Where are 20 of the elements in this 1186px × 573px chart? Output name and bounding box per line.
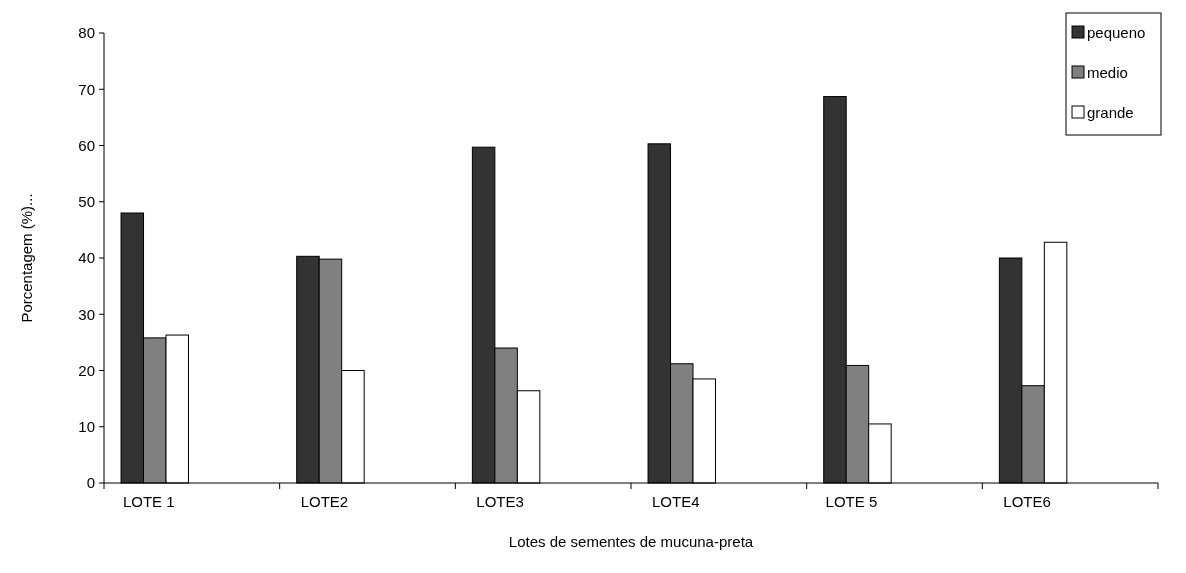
y-tick-label: 30 <box>78 305 95 323</box>
y-tick-label: 70 <box>78 80 95 98</box>
y-tick-label: 0 <box>86 474 95 492</box>
legend-label: medio <box>1087 64 1128 82</box>
x-axis-title: Lotes de sementes de mucuna-preta <box>508 533 754 550</box>
y-tick-label: 50 <box>78 193 95 210</box>
x-tick-label: LOTE3 <box>476 493 524 510</box>
y-tick-label: 80 <box>78 24 95 42</box>
x-tick-label: LOTE 5 <box>825 493 878 510</box>
x-tick-label: LOTE 1 <box>122 493 175 510</box>
legend-label: grande <box>1087 104 1134 122</box>
y-tick-label: 20 <box>78 361 95 379</box>
x-tick-label: LOTE6 <box>1003 493 1051 510</box>
legend-label: pequeno <box>1087 24 1146 42</box>
x-tick-label: LOTE4 <box>652 493 700 510</box>
y-axis-title: Porcentagem (%)... <box>18 193 35 323</box>
y-tick-label: 40 <box>78 249 95 267</box>
x-tick-label: LOTE2 <box>300 493 349 510</box>
y-tick-label: 10 <box>78 418 95 435</box>
y-tick-label: 60 <box>78 136 95 154</box>
